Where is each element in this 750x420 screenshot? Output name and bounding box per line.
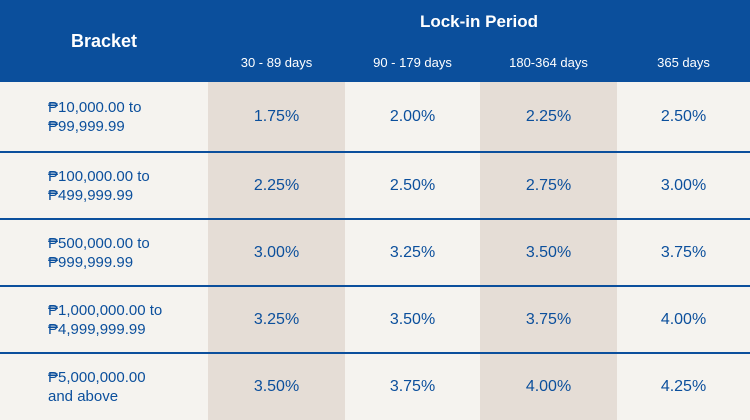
bracket-line: ₱99,999.99 [48, 118, 125, 135]
column-header: 365 days [617, 43, 750, 82]
rate-cell: 3.25% [208, 286, 345, 353]
rate-cell: 2.25% [208, 152, 345, 219]
bracket-line: ₱5,000,000.00 [48, 368, 146, 386]
column-header: 90 - 179 days [345, 43, 480, 82]
rate-cell: 3.50% [480, 219, 617, 286]
bracket-line: ₱100,000.00 to [48, 167, 150, 185]
bracket-cell: ₱1,000,000.00 to ₱4,999,999.99 [0, 286, 208, 353]
bracket-cell: ₱500,000.00 to ₱999,999.99 [0, 219, 208, 286]
rate-cell: 2.75% [480, 152, 617, 219]
rate-cell: 2.50% [345, 152, 480, 219]
rate-cell: 1.75% [208, 82, 345, 152]
bracket-line: ₱499,999.99 [48, 186, 134, 204]
rate-cell: 2.00% [345, 82, 480, 152]
bracket-line: ₱1,000,000.00 to [48, 301, 163, 319]
rate-cell: 3.50% [345, 286, 480, 353]
row-separator [0, 218, 750, 220]
row-separator [0, 352, 750, 354]
rate-cell: 4.00% [480, 353, 617, 420]
rate-cell: 3.25% [345, 219, 480, 286]
bracket-cell: ₱5,000,000.00 and above [0, 353, 208, 420]
rate-cell: 3.00% [208, 219, 345, 286]
rate-cell: 4.25% [617, 353, 750, 420]
period-header: Lock-in Period [208, 0, 750, 43]
bracket-header: Bracket [0, 0, 208, 82]
rate-cell: 2.25% [480, 82, 617, 152]
column-header: 30 - 89 days [208, 43, 345, 82]
rate-cell: 4.00% [617, 286, 750, 353]
rate-cell: 3.50% [208, 353, 345, 420]
bracket-line: ₱10,000.00 to [48, 99, 142, 116]
row-separator [0, 285, 750, 287]
bracket-line: ₱500,000.00 to [48, 234, 150, 252]
bracket-line: ₱4,999,999.99 [48, 320, 146, 338]
bracket-cell: ₱100,000.00 to ₱499,999.99 [0, 152, 208, 219]
rate-cell: 3.00% [617, 152, 750, 219]
bracket-line: and above [48, 387, 119, 405]
rate-cell: 3.75% [345, 353, 480, 420]
row-separator [0, 151, 750, 153]
rate-cell: 2.50% [617, 82, 750, 152]
rate-cell: 3.75% [617, 219, 750, 286]
rate-cell: 3.75% [480, 286, 617, 353]
column-header: 180-364 days [480, 43, 617, 82]
bracket-cell: ₱10,000.00 to ₱99,999.99 [0, 82, 208, 152]
bracket-line: ₱999,999.99 [48, 253, 134, 271]
